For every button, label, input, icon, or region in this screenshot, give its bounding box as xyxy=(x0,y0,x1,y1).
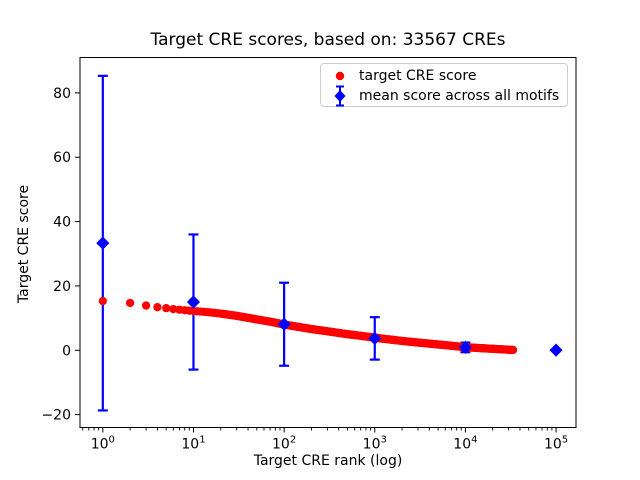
legend: target CRE score mean score across all m… xyxy=(320,63,568,107)
x-tick-label: 102 xyxy=(272,435,296,453)
axes-frame xyxy=(79,57,577,428)
y-tick-label: 80 xyxy=(53,86,71,102)
x-axis-label: Target CRE rank (log) xyxy=(253,453,403,469)
x-tick-label: 105 xyxy=(544,435,568,453)
x-tick-label: 101 xyxy=(181,435,205,453)
x-tick-label: 100 xyxy=(91,435,115,453)
legend-label: target CRE score xyxy=(359,68,477,84)
chart-title: Target CRE scores, based on: 33567 CREs xyxy=(150,30,506,50)
legend-label: mean score across all motifs xyxy=(359,88,560,104)
x-axis-ticks: 100 101 102 103 104 105 xyxy=(82,427,568,453)
y-tick-label: −20 xyxy=(41,408,71,424)
y-tick-label: 40 xyxy=(53,215,71,231)
blue-diamond-errorbar-marker-icon xyxy=(321,85,359,107)
x-tick-label: 103 xyxy=(363,435,387,453)
target-series-dots xyxy=(98,296,518,355)
legend-entry-mean-score: mean score across all motifs xyxy=(321,85,567,107)
mean-series-errorbars xyxy=(97,74,471,412)
red-circle-marker-icon xyxy=(321,71,359,81)
mean-series-diamonds xyxy=(96,236,563,357)
y-tick-label: 20 xyxy=(53,279,71,295)
y-axis-ticks: −20 0 20 40 60 80 xyxy=(41,86,80,424)
legend-entry-target-score: target CRE score xyxy=(321,66,567,86)
y-tick-label: 0 xyxy=(62,343,71,359)
x-tick-label: 104 xyxy=(453,435,477,453)
y-tick-label: 60 xyxy=(53,150,71,166)
